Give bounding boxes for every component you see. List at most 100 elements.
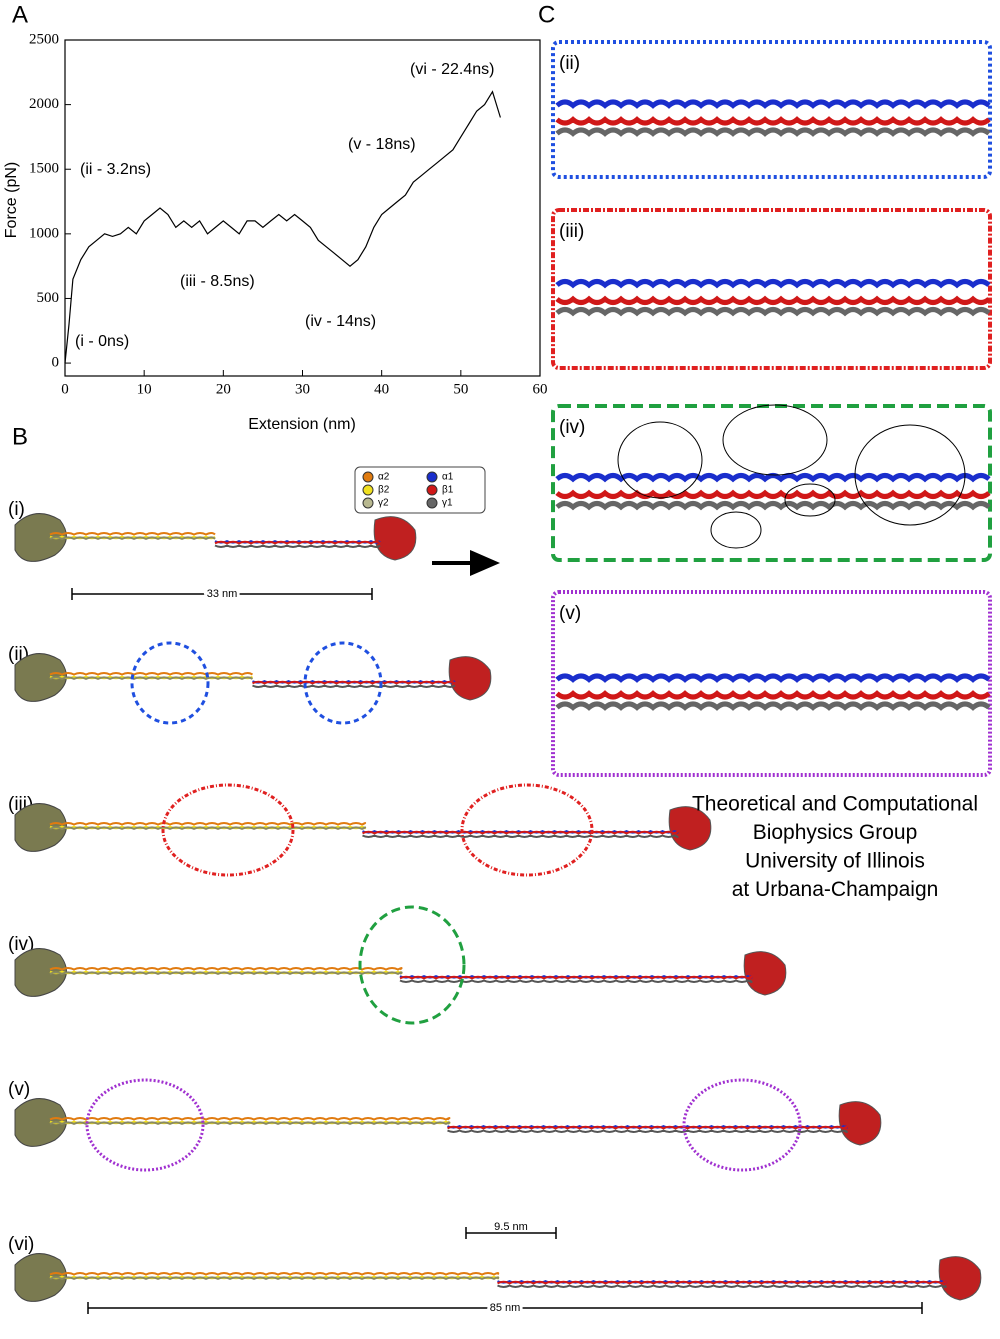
highlight-ellipse	[303, 641, 383, 725]
annotation: (iv - 14ns)	[305, 313, 376, 330]
panel-label: C	[538, 1, 555, 28]
scale-label: 9.5 nm	[494, 1221, 528, 1233]
ribbon	[555, 307, 991, 317]
row-label: (iv)	[8, 934, 34, 955]
legend-label: α1	[442, 472, 454, 483]
row-label: (vi)	[8, 1234, 34, 1255]
domain-right	[448, 656, 492, 701]
highlight-ellipse	[130, 641, 210, 725]
legend-swatch	[426, 484, 438, 496]
scale-label: 85 nm	[490, 1302, 521, 1314]
x-tick-label: 30	[295, 381, 310, 397]
site-circle	[617, 421, 703, 499]
domain-left	[14, 1253, 67, 1302]
annotation: (iii - 8.5ns)	[180, 273, 255, 290]
y-tick-label: 500	[37, 290, 60, 306]
legend-box	[354, 466, 486, 514]
panel-label: B	[12, 423, 28, 450]
ribbon	[555, 127, 991, 137]
site-circle	[854, 424, 966, 526]
x-tick-label: 20	[216, 381, 231, 397]
domain-right	[373, 516, 417, 561]
legend-label: α2	[378, 472, 390, 483]
legend-label: β2	[378, 485, 390, 496]
arrow	[432, 549, 501, 577]
x-tick-label: 60	[533, 381, 548, 397]
domain-left	[14, 803, 67, 852]
zoom-box	[551, 40, 992, 179]
row-label: (i)	[8, 499, 25, 520]
x-tick-label: 40	[374, 381, 389, 397]
highlight-ellipse	[161, 783, 295, 877]
domain-right	[743, 951, 787, 996]
site-circle	[710, 511, 762, 549]
ribbon	[555, 279, 991, 289]
box-label: (iv)	[559, 417, 585, 438]
group-text: University of Illinois	[745, 850, 925, 873]
legend-label: γ2	[378, 498, 389, 509]
scale-label: 33 nm	[207, 588, 238, 600]
scale-bar	[465, 1227, 557, 1239]
domain-left	[14, 1098, 67, 1147]
legend-swatch	[426, 497, 438, 509]
strand	[49, 1117, 451, 1121]
domain-right	[838, 1101, 882, 1146]
legend-swatch	[362, 497, 374, 509]
ribbon	[555, 473, 991, 483]
strand	[399, 979, 753, 983]
strand	[252, 684, 456, 688]
group-text: Theoretical and Computational	[692, 793, 978, 816]
strand	[49, 822, 367, 826]
plot-frame	[64, 39, 541, 377]
zoom-box	[551, 590, 992, 777]
ribbon	[555, 295, 991, 305]
legend-label: β1	[442, 485, 454, 496]
site-circle	[722, 404, 828, 476]
ribbon	[555, 99, 991, 109]
y-axis-label: Force (pN)	[3, 162, 20, 238]
strand	[214, 544, 381, 548]
strand	[497, 1280, 947, 1285]
group-text: Biophysics Group	[753, 821, 918, 844]
scale-bar	[71, 588, 373, 600]
highlight-ellipse	[85, 1078, 205, 1172]
highlight-ellipse	[358, 905, 466, 1025]
strand	[214, 540, 381, 545]
strand	[49, 1272, 500, 1276]
x-tick-label: 0	[61, 381, 69, 397]
group-text: at Urbana-Champaign	[732, 878, 939, 901]
ribbon	[555, 701, 991, 711]
ribbon	[555, 501, 991, 511]
strand	[49, 532, 216, 536]
strand	[49, 676, 254, 681]
annotation: (ii - 3.2ns)	[80, 161, 151, 178]
zoom-box	[551, 404, 992, 562]
x-axis-label: Extension (nm)	[248, 416, 356, 433]
strand	[399, 975, 753, 980]
y-tick-label: 2500	[29, 31, 59, 47]
force-line	[64, 90, 501, 364]
y-tick-label: 0	[52, 355, 60, 371]
strand	[362, 830, 679, 835]
y-tick-label: 2000	[29, 96, 59, 112]
ribbon	[555, 489, 991, 499]
strand	[49, 1276, 500, 1281]
domain-left	[14, 513, 67, 562]
strand	[49, 536, 216, 541]
x-tick-label: 10	[137, 381, 152, 397]
domain-left	[14, 653, 67, 702]
ribbon	[555, 673, 991, 683]
site-circle	[784, 483, 836, 517]
strand	[49, 1121, 451, 1126]
y-tick-label: 1000	[29, 225, 59, 241]
legend-swatch	[426, 471, 438, 483]
scale-bar	[87, 1302, 923, 1314]
highlight-ellipse	[460, 783, 594, 877]
domain-right	[668, 806, 712, 851]
zoom-box	[551, 208, 992, 370]
box-label: (ii)	[559, 53, 580, 74]
strand	[49, 967, 403, 971]
panel-label: A	[12, 1, 28, 28]
ribbon	[555, 116, 991, 126]
